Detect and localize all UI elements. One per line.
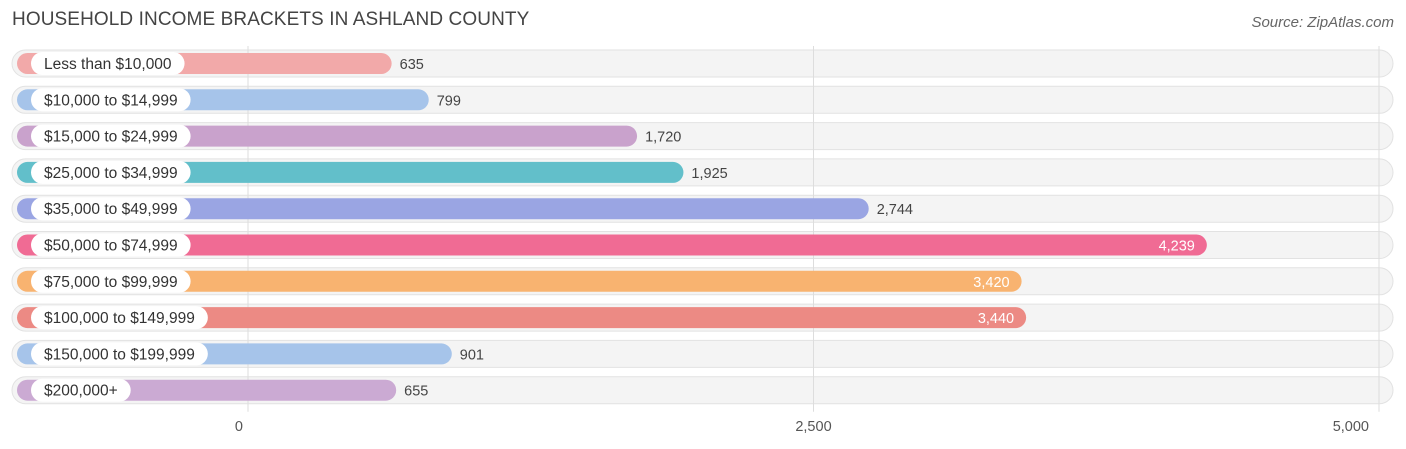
bars: Less than $10,000 635 $10,000 to $14,999 79… [17,52,1207,402]
category-label-pill [31,378,131,402]
value-label: 901 [460,347,484,363]
value-label: 655 [404,384,428,400]
category-label: $10,000 to $14,999 [44,92,178,109]
bar [17,234,1207,256]
value-label: 4,239 [1159,239,1195,255]
category-label: $50,000 to $74,999 [44,238,178,255]
x-tick-label: 0 [235,419,243,435]
value-label: 799 [437,93,461,109]
category-label-pill [31,269,191,293]
value-label: 1,925 [691,166,727,182]
category-label: $15,000 to $24,999 [44,129,178,146]
value-label: 3,420 [973,275,1009,291]
bar [17,270,1022,292]
chart-title: HOUSEHOLD INCOME BRACKETS IN ASHLAND COU… [12,9,530,30]
value-label: 3,440 [978,311,1014,327]
category-label: $75,000 to $99,999 [44,274,178,291]
value-label: 2,744 [877,202,913,218]
chart-source: Source: ZipAtlas.com [1251,14,1394,31]
category-label-pill [31,52,185,75]
category-label: $150,000 to $199,999 [44,346,195,363]
category-label: $200,000+ [44,383,118,400]
bar [17,198,869,220]
category-label: $100,000 to $149,999 [44,310,195,327]
category-label: $25,000 to $34,999 [44,165,178,182]
x-tick-label: 2,500 [795,419,831,435]
category-label-pill [31,233,191,257]
category-label-pill [31,160,191,184]
value-label: 635 [400,57,424,73]
category-label-pill [31,342,208,366]
category-label: $35,000 to $49,999 [44,201,178,218]
x-axis-ticks: 0 2,500 5,000 [235,419,1369,435]
bar [17,307,1027,329]
x-tick-label: 5,000 [1333,419,1369,435]
category-label: Less than $10,000 [44,56,172,73]
category-label-pill [31,306,208,330]
category-label-pill [31,197,191,221]
value-label: 1,720 [645,130,681,146]
category-label-pill [31,124,191,148]
category-label-pill [31,88,191,112]
